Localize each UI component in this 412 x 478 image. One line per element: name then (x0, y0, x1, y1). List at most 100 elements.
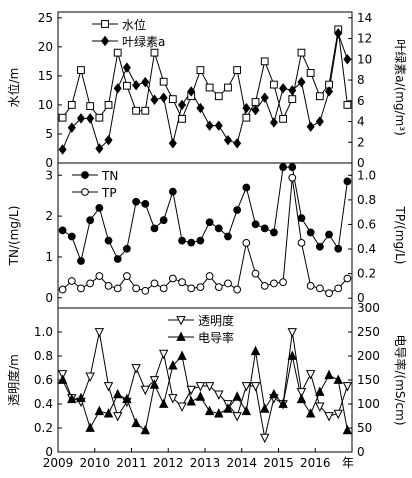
point (279, 83, 288, 94)
point (150, 224, 159, 233)
y2-tick-label: 0 (357, 156, 365, 170)
y-axis-label: 水位/m (6, 68, 21, 108)
point (279, 278, 287, 287)
point (67, 277, 76, 285)
point (85, 372, 95, 382)
point (159, 77, 168, 86)
y-tick-label: 0.4 (34, 397, 53, 411)
point (297, 238, 306, 247)
y2-tick-label: 8 (357, 73, 365, 87)
point (251, 220, 260, 229)
point (77, 257, 85, 265)
point (297, 48, 306, 57)
point (333, 374, 343, 384)
point (95, 204, 104, 212)
point (315, 242, 324, 251)
point (214, 120, 223, 131)
point (270, 80, 278, 89)
point (223, 403, 233, 413)
legend-marker (101, 20, 109, 28)
point (250, 382, 261, 392)
point (297, 76, 306, 88)
point (177, 402, 187, 412)
y2-tick-label: 0 (357, 291, 365, 305)
point (324, 369, 334, 380)
point (242, 238, 251, 247)
point (104, 236, 113, 245)
point (94, 328, 105, 338)
point (178, 278, 186, 287)
y2-tick-label: 50 (357, 421, 372, 435)
point (158, 398, 169, 408)
legend-marker (81, 188, 89, 196)
point (141, 76, 150, 88)
y2-tick-label: 0 (357, 445, 365, 459)
point (186, 396, 196, 406)
y2-tick-label: 4 (357, 115, 365, 129)
point (279, 114, 287, 123)
point (123, 244, 131, 253)
point (168, 274, 177, 283)
x-tick-label: 2016 (300, 456, 331, 470)
point (141, 286, 150, 295)
point (57, 374, 68, 384)
point (343, 54, 352, 65)
point (178, 236, 186, 245)
legend-label: 叶绿素a (122, 34, 165, 49)
point (58, 144, 67, 155)
point (204, 405, 215, 416)
point (178, 114, 186, 123)
point (196, 102, 205, 114)
point (296, 393, 307, 404)
point (132, 284, 140, 293)
y2-tick-label: 150 (357, 373, 380, 387)
point (288, 163, 297, 171)
point (131, 364, 141, 374)
point (140, 424, 150, 435)
point (334, 244, 343, 253)
point (177, 99, 187, 111)
point (140, 385, 150, 396)
point (343, 274, 352, 283)
point (288, 95, 297, 104)
point (242, 183, 251, 192)
point (204, 382, 215, 392)
point (132, 197, 140, 206)
point (288, 173, 297, 182)
x-tick-label: 2015 (263, 456, 294, 470)
point (260, 224, 269, 233)
point (196, 283, 205, 292)
point (113, 284, 122, 293)
point (342, 382, 353, 392)
point (113, 48, 122, 57)
point (195, 391, 206, 401)
point (260, 281, 269, 290)
point (296, 388, 307, 398)
point (306, 69, 315, 77)
point (250, 345, 261, 356)
point (233, 285, 242, 294)
point (334, 28, 343, 39)
y2-tick-label: 0.8 (357, 193, 376, 207)
legend-marker (176, 316, 186, 326)
point (278, 398, 288, 408)
point (315, 386, 325, 396)
y-tick-label: 1.0 (34, 325, 53, 339)
point (214, 283, 223, 292)
y-tick-label: 5 (45, 127, 53, 141)
point (86, 102, 95, 110)
point (315, 92, 324, 101)
y-tick-label: 2 (45, 209, 53, 223)
point (123, 272, 131, 280)
point (205, 272, 214, 280)
y-tick-label: 0 (45, 291, 53, 305)
x-tick-label: 2009 (43, 456, 74, 470)
point (251, 104, 260, 116)
point (270, 279, 278, 288)
point (224, 232, 232, 241)
point (251, 269, 260, 278)
point (131, 417, 141, 428)
series-line (62, 331, 348, 438)
point (168, 360, 178, 370)
x-tick-label: 2013 (190, 456, 221, 470)
